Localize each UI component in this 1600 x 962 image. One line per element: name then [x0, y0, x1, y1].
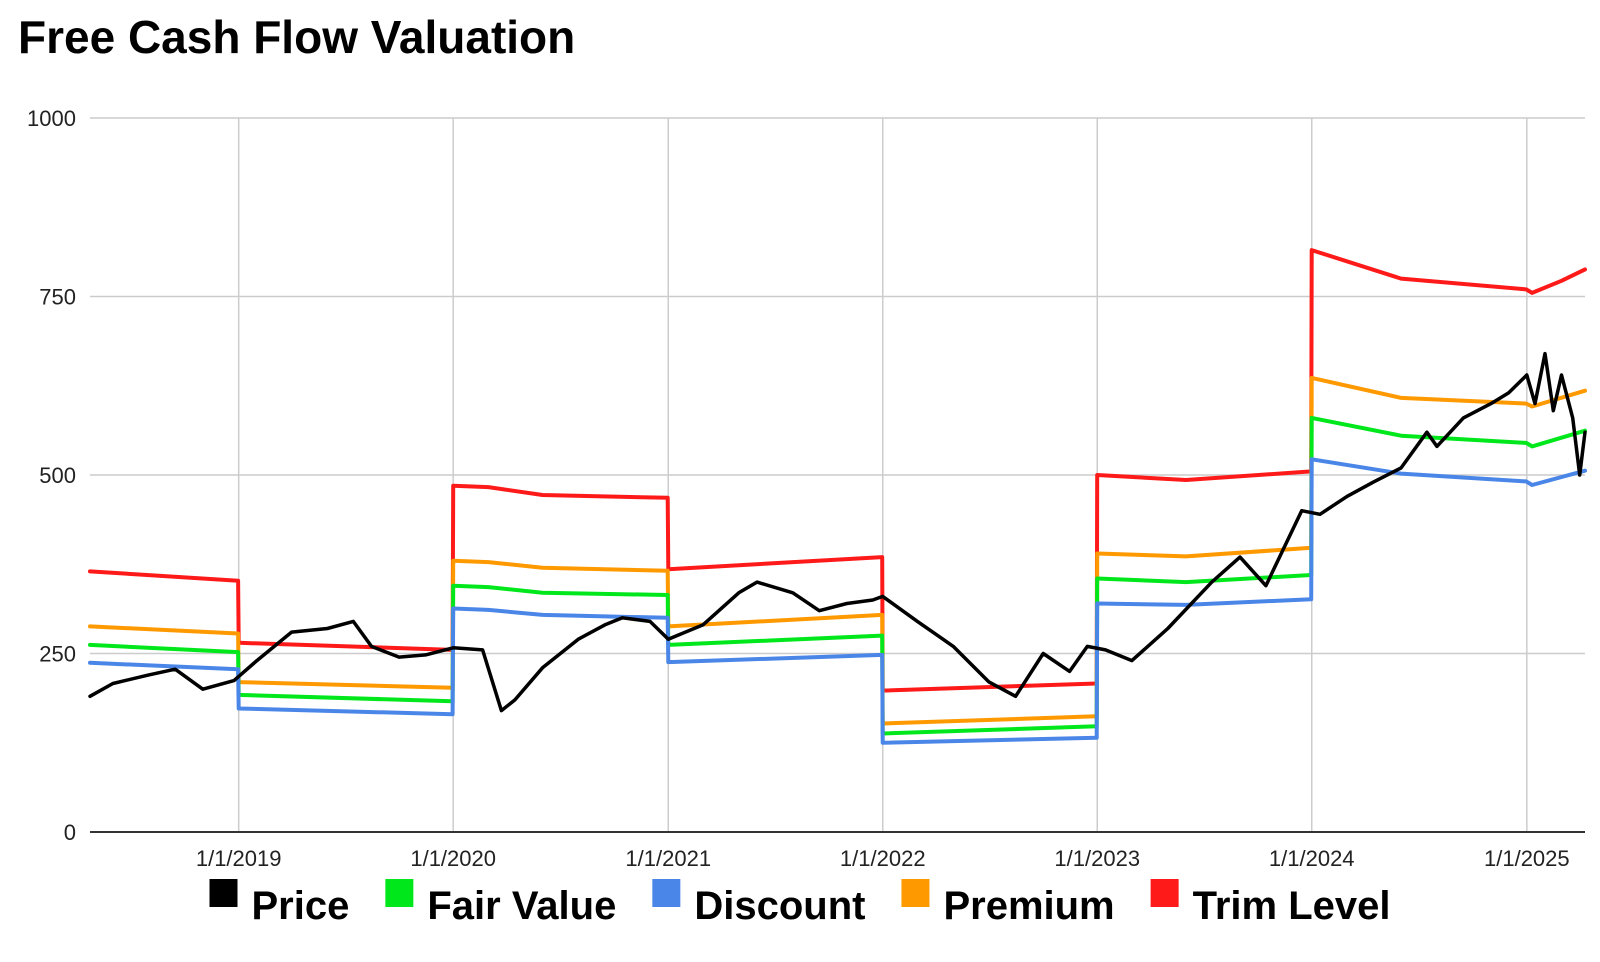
series-line-trim-level [88, 248, 1587, 693]
y-tick-label: 500 [39, 463, 76, 488]
x-tick-label: 1/1/2022 [840, 846, 926, 871]
x-tick-label: 1/1/2021 [625, 846, 711, 871]
y-tick-label: 250 [39, 642, 76, 667]
x-tick-label: 1/1/2025 [1484, 846, 1570, 871]
legend: Price Fair Value Discount Premium Trim Level [209, 879, 1391, 928]
x-tick-label: 1/1/2020 [410, 846, 496, 871]
x-tick-label: 1/1/2019 [196, 846, 282, 871]
axes: 0 250 500 750 1000 1/1/2019 1/1/2020 1/1/2021 1/… [27, 106, 1585, 871]
x-tick-label: 1/1/2024 [1269, 846, 1355, 871]
legend-swatch [652, 879, 681, 907]
legend-swatch [1150, 879, 1179, 907]
legend-label: Fair Value [427, 884, 616, 928]
y-tick-label: 0 [64, 820, 76, 845]
series-line-price [88, 351, 1587, 713]
legend-label: Price [251, 884, 349, 928]
series-line-premium [88, 375, 1587, 726]
y-tick-label: 1000 [27, 106, 76, 131]
legend-label: Discount [694, 884, 865, 928]
series-lines [88, 248, 1587, 745]
grid-lines [90, 117, 1585, 832]
legend-swatch [901, 879, 930, 907]
legend-swatch [209, 879, 238, 907]
chart-title: Free Cash Flow Valuation [18, 11, 576, 63]
legend-swatch [385, 879, 414, 907]
legend-label: Trim Level [1193, 884, 1391, 928]
series-line-discount [88, 457, 1587, 745]
x-tick-label: 1/1/2023 [1054, 846, 1140, 871]
y-tick-label: 750 [39, 285, 76, 310]
legend-label: Premium [943, 884, 1114, 928]
